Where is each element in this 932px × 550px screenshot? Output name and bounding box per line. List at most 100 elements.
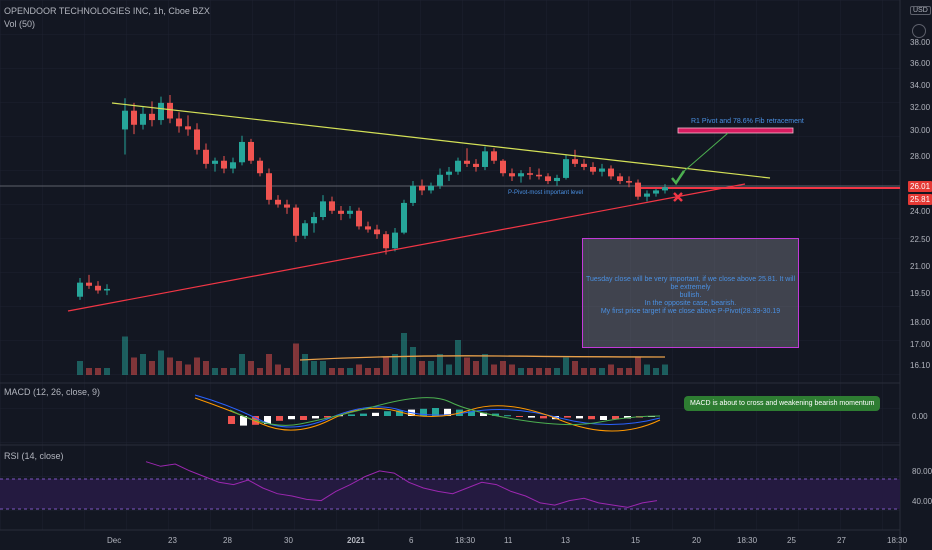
candle-body <box>644 193 650 197</box>
volume-bar <box>572 361 578 375</box>
candle-body <box>176 118 182 127</box>
candle-body <box>248 141 254 161</box>
volume-bar <box>536 368 542 375</box>
volume-bar <box>428 361 434 375</box>
note-text: Tuesday close will be very important, if… <box>583 276 798 316</box>
candle <box>77 277 83 300</box>
candle <box>86 274 92 289</box>
candle <box>329 196 335 214</box>
macd-line-2 <box>229 397 661 426</box>
r1-zone[interactable] <box>677 127 794 134</box>
candle-body <box>365 226 371 230</box>
settings-icon[interactable] <box>912 24 926 38</box>
macd-bar <box>564 416 571 418</box>
candle <box>275 195 281 208</box>
volume-bar <box>176 361 182 375</box>
volume-bar <box>581 368 587 375</box>
candle-body <box>122 110 128 130</box>
volume-bar <box>482 354 488 375</box>
candle <box>428 182 434 194</box>
time-tick: Dec <box>107 536 122 545</box>
volume-bar <box>212 368 218 375</box>
volume-bar <box>230 368 236 375</box>
volume-bar <box>491 364 497 375</box>
macd-bar <box>588 416 595 420</box>
volume-bar <box>329 368 335 375</box>
candle <box>482 146 488 171</box>
volume-bar <box>131 357 137 375</box>
candle <box>338 206 344 221</box>
candle-body <box>635 182 641 197</box>
volume-bar <box>158 350 164 375</box>
upper-trendline[interactable] <box>111 102 771 179</box>
candle-body <box>419 185 425 191</box>
volume-bar <box>77 361 83 375</box>
candle-body <box>158 102 164 121</box>
volume-legend[interactable]: Vol (50) <box>4 19 36 29</box>
note-box[interactable]: Tuesday close will be very important, if… <box>582 238 799 348</box>
macd-bar <box>300 416 307 420</box>
candle-body <box>500 160 506 174</box>
candle <box>500 159 506 177</box>
candle <box>473 159 479 172</box>
candle-body <box>77 282 83 297</box>
candle <box>383 231 389 255</box>
candle-body <box>464 160 470 164</box>
volume-bar <box>590 368 596 375</box>
candle-body <box>392 232 398 249</box>
candle <box>455 157 461 175</box>
symbol-legend[interactable]: OPENDOOR TECHNOLOGIES INC, 1h, Cboe BZX <box>4 6 210 16</box>
candle-body <box>536 174 542 177</box>
time-tick: 11 <box>504 536 513 545</box>
candle-body <box>149 113 155 121</box>
candle <box>221 156 227 174</box>
candle <box>347 206 353 219</box>
candle <box>581 159 587 171</box>
volume-bar <box>293 343 299 375</box>
candle <box>509 168 515 182</box>
candle-body <box>194 129 200 150</box>
candle-body <box>383 234 389 249</box>
candle <box>644 190 650 202</box>
candle-body <box>662 187 668 191</box>
candle-body <box>581 163 587 167</box>
candle-body <box>320 201 326 217</box>
note-line: My first price target if we close above … <box>600 308 781 315</box>
candle <box>653 188 659 197</box>
rsi-line <box>145 461 658 508</box>
candle-body <box>293 207 299 236</box>
macd-bar <box>492 413 499 416</box>
macd-bar <box>228 416 235 424</box>
volume-bar <box>149 361 155 375</box>
price-tick: 19.50 <box>910 289 931 298</box>
volume-bar <box>410 347 416 375</box>
candle <box>392 227 398 252</box>
currency-badge[interactable]: USD <box>910 6 931 15</box>
macd-bar <box>372 412 379 416</box>
macd-bar <box>444 408 451 416</box>
macd-bar <box>432 408 439 416</box>
volume-bar <box>437 354 443 375</box>
price-tick: 22.50 <box>910 235 931 244</box>
rsi-band <box>0 479 900 509</box>
cross-icon <box>673 192 683 202</box>
candle-body <box>608 168 614 177</box>
macd-legend[interactable]: MACD (12, 26, close, 9) <box>4 387 101 397</box>
volume-bar <box>653 368 659 375</box>
time-tick: 18:30 <box>455 536 476 545</box>
volume-bar <box>455 340 461 375</box>
candle <box>536 168 542 180</box>
rsi-legend[interactable]: RSI (14, close) <box>4 451 64 461</box>
volume-bar <box>374 368 380 375</box>
volume-bar <box>356 364 362 375</box>
candle <box>419 179 425 196</box>
candle-body <box>599 168 605 172</box>
volume-bar <box>419 361 425 375</box>
candle <box>446 166 452 182</box>
time-tick: 30 <box>284 536 293 545</box>
candle <box>266 168 272 205</box>
volume-bar <box>122 336 128 375</box>
lower-trendline[interactable] <box>67 183 746 312</box>
macd-callout[interactable]: MACD is about to cross and weakening bea… <box>684 396 881 411</box>
